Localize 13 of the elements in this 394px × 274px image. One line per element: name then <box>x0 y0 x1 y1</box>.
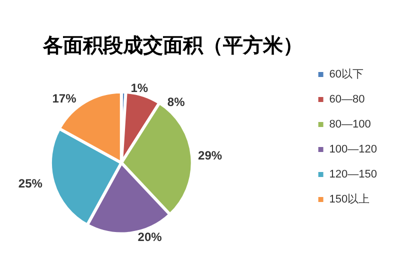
legend-label: 60以下 <box>329 68 364 80</box>
legend-label: 100—120 <box>329 144 378 156</box>
legend-label: 150以上 <box>329 192 370 206</box>
data-label: 20% <box>138 230 162 244</box>
chart-title: 各面积段成交面积（平方米） <box>42 33 303 57</box>
data-label: 1% <box>130 80 148 95</box>
data-label: 29% <box>198 148 222 163</box>
legend-label: 60—80 <box>329 94 365 106</box>
data-label: 8% <box>167 94 186 109</box>
data-label: 25% <box>18 176 43 191</box>
legend-label: 120—150 <box>329 168 378 180</box>
legend-label: 80—100 <box>329 118 371 130</box>
data-label: 17% <box>52 91 77 106</box>
